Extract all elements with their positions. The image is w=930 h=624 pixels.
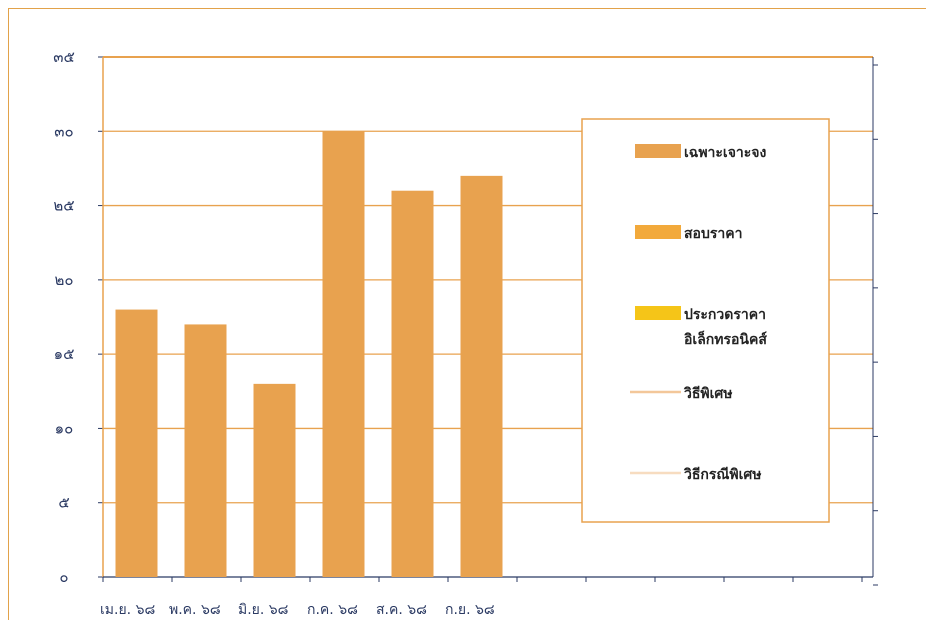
legend-label: ประกวดราคา xyxy=(684,307,766,323)
legend-box xyxy=(581,118,830,523)
chart-frame xyxy=(8,8,926,620)
bar xyxy=(322,131,365,578)
legend-label: สอบราคา xyxy=(684,226,742,242)
legend-swatch xyxy=(635,306,681,320)
legend-swatch xyxy=(635,225,681,239)
legend-swatch xyxy=(635,144,681,158)
bar xyxy=(115,309,158,577)
y-tick-label: ๐ xyxy=(59,568,68,586)
bar xyxy=(184,324,227,577)
y-tick-label: ๕ xyxy=(58,494,69,512)
bar xyxy=(460,175,503,577)
x-tick-label: ก.ค. ๖๘ xyxy=(307,602,358,618)
x-tick-label: เม.ย. ๖๘ xyxy=(100,602,155,618)
x-tick-label: พ.ค. ๖๘ xyxy=(169,602,221,618)
legend-label: อิเล็กทรอนิคส์ xyxy=(683,330,767,348)
x-tick-label: ก.ย. ๖๘ xyxy=(445,602,495,618)
legend-label: เฉพาะเจาะจง xyxy=(684,145,767,161)
legend-label: วิธีพิเศษ xyxy=(683,386,733,402)
x-tick-label: ส.ค. ๖๘ xyxy=(376,602,427,618)
x-tick-label: มิ.ย. ๖๘ xyxy=(238,602,288,618)
y-tick-label: ๒๕ xyxy=(53,197,74,215)
bar xyxy=(253,383,296,577)
y-tick-label: ๒๐ xyxy=(54,271,73,289)
y-tick-label: ๑๐ xyxy=(55,419,74,437)
y-tick-label: ๓๐ xyxy=(54,122,73,140)
y-tick-label: ๓๕ xyxy=(53,48,75,66)
legend-label: วิธีกรณีพิเศษ xyxy=(683,467,762,483)
bar xyxy=(391,190,434,577)
y-tick-label: ๑๕ xyxy=(54,345,75,363)
